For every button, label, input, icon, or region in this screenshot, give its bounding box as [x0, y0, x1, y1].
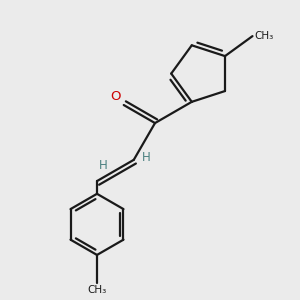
Text: O: O [110, 90, 120, 103]
Text: H: H [141, 151, 150, 164]
Text: CH₃: CH₃ [87, 285, 106, 295]
Text: CH₃: CH₃ [255, 31, 274, 41]
Text: H: H [99, 159, 108, 172]
